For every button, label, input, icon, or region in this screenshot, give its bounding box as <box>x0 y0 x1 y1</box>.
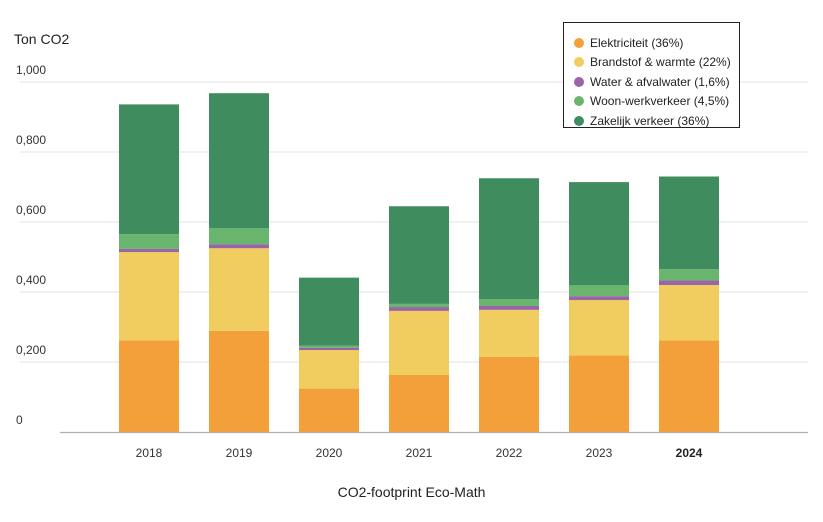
bar-segment-2021-3[interactable] <box>389 303 449 308</box>
bar-segment-2018-2[interactable] <box>119 248 179 253</box>
bar-segment-2019-4[interactable] <box>209 93 269 229</box>
bar-segment-2020-4[interactable] <box>299 277 359 346</box>
legend-item-zakelijk-verkeer[interactable]: Zakelijk verkeer (36%) <box>574 111 739 131</box>
bar-segment-2024-2[interactable] <box>659 280 719 285</box>
legend-label: Water & afvalwater (1,6%) <box>590 74 730 89</box>
legend-swatch-icon <box>574 57 584 68</box>
bar-segment-2019-3[interactable] <box>209 228 269 245</box>
bar-segment-2022-4[interactable] <box>479 178 539 300</box>
bar-segment-2022-1[interactable] <box>479 309 539 357</box>
bar-segment-2023-0[interactable] <box>569 355 629 432</box>
y-tick-label: 0 <box>16 413 23 427</box>
bar-segment-2023-2[interactable] <box>569 296 629 301</box>
bar-segment-2020-1[interactable] <box>299 350 359 389</box>
bar-segment-2024-1[interactable] <box>659 285 719 341</box>
legend: Elektriciteit (36%) Brandstof & warmte (… <box>563 22 740 128</box>
x-axis-title: CO2-footprint Eco-Math <box>337 484 486 500</box>
bar-segment-2023-1[interactable] <box>569 300 629 356</box>
legend-label: Woon-werkverkeer (4,5%) <box>590 94 730 109</box>
x-tick-label: 2021 <box>405 446 433 460</box>
bar-segment-2024-0[interactable] <box>659 340 719 432</box>
y-tick-label: 0,800 <box>16 133 47 147</box>
x-tick-label: 2018 <box>135 446 163 460</box>
bar-segment-2021-1[interactable] <box>389 310 449 375</box>
bar-segment-2019-0[interactable] <box>209 330 269 432</box>
legend-item-brandstof-warmte[interactable]: Brandstof & warmte (22%) <box>574 53 739 73</box>
bar-segment-2021-4[interactable] <box>389 206 449 304</box>
legend-swatch-icon <box>574 96 584 107</box>
x-tick-label: 2020 <box>315 446 343 460</box>
bar-segment-2021-2[interactable] <box>389 307 449 311</box>
bar-segment-2020-0[interactable] <box>299 388 359 432</box>
legend-label: Brandstof & warmte (22%) <box>590 55 731 70</box>
x-tick-label: 2022 <box>495 446 523 460</box>
y-tick-label: 0,200 <box>16 343 47 357</box>
legend-label: Elektriciteit (36%) <box>590 35 684 50</box>
legend-swatch-icon <box>574 37 584 48</box>
legend-swatch-icon <box>574 115 584 126</box>
bar-segment-2019-2[interactable] <box>209 244 269 249</box>
bar-segment-2022-0[interactable] <box>479 356 539 432</box>
bar-segment-2018-0[interactable] <box>119 340 179 432</box>
bar-segment-2024-3[interactable] <box>659 269 719 281</box>
y-tick-label: 0,600 <box>16 203 47 217</box>
bar-segment-2020-3[interactable] <box>299 345 359 348</box>
bar-segment-2022-3[interactable] <box>479 299 539 306</box>
legend-item-elektriciteit[interactable]: Elektriciteit (36%) <box>574 33 739 53</box>
bar-segment-2023-4[interactable] <box>569 182 629 286</box>
bar-segment-2024-4[interactable] <box>659 176 719 270</box>
legend-label: Zakelijk verkeer (36%) <box>590 113 710 128</box>
x-tick-label: 2024 <box>675 446 703 460</box>
bar-segment-2020-2[interactable] <box>299 347 359 351</box>
legend-swatch-icon <box>574 76 584 87</box>
bar-segment-2018-4[interactable] <box>119 104 179 235</box>
bar-segment-2022-2[interactable] <box>479 306 539 310</box>
x-tick-label: 2019 <box>225 446 253 460</box>
x-tick-label: 2023 <box>585 446 613 460</box>
bar-segment-2019-1[interactable] <box>209 248 269 331</box>
legend-item-woon-werkverkeer[interactable]: Woon-werkverkeer (4,5%) <box>574 92 739 112</box>
y-tick-label: 1,000 <box>16 63 47 77</box>
bar-segment-2018-3[interactable] <box>119 234 179 249</box>
y-tick-label: 0,400 <box>16 273 47 287</box>
y-axis-title: Ton CO2 <box>14 31 70 47</box>
bar-segment-2023-3[interactable] <box>569 285 629 297</box>
bar-segment-2018-1[interactable] <box>119 252 179 341</box>
bar-segment-2021-0[interactable] <box>389 374 449 432</box>
legend-item-water-afvalwater[interactable]: Water & afvalwater (1,6%) <box>574 72 739 92</box>
